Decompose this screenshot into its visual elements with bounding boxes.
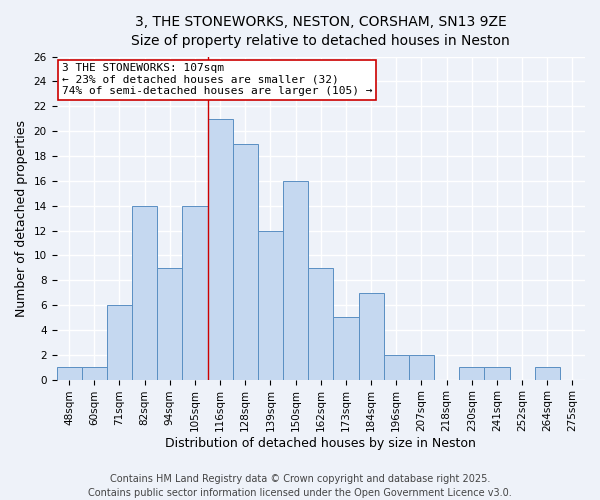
Bar (258, 230, 283, 380)
Bar (484, 367, 509, 380)
Bar (459, 367, 484, 380)
Bar (107, 305, 132, 380)
Bar (359, 292, 383, 380)
Bar (383, 355, 409, 380)
Bar (157, 268, 182, 380)
Y-axis label: Number of detached properties: Number of detached properties (15, 120, 28, 316)
Bar (182, 206, 208, 380)
Bar (409, 355, 434, 380)
Bar (208, 118, 233, 380)
Bar (283, 181, 308, 380)
Bar (132, 206, 157, 380)
Text: Contains HM Land Registry data © Crown copyright and database right 2025.
Contai: Contains HM Land Registry data © Crown c… (88, 474, 512, 498)
Bar (535, 367, 560, 380)
X-axis label: Distribution of detached houses by size in Neston: Distribution of detached houses by size … (166, 437, 476, 450)
Title: 3, THE STONEWORKS, NESTON, CORSHAM, SN13 9ZE
Size of property relative to detach: 3, THE STONEWORKS, NESTON, CORSHAM, SN13… (131, 15, 510, 48)
Bar (82, 367, 107, 380)
Bar (56, 367, 82, 380)
Bar (233, 144, 258, 380)
Bar (334, 318, 359, 380)
Text: 3 THE STONEWORKS: 107sqm
← 23% of detached houses are smaller (32)
74% of semi-d: 3 THE STONEWORKS: 107sqm ← 23% of detach… (62, 63, 373, 96)
Bar (308, 268, 334, 380)
